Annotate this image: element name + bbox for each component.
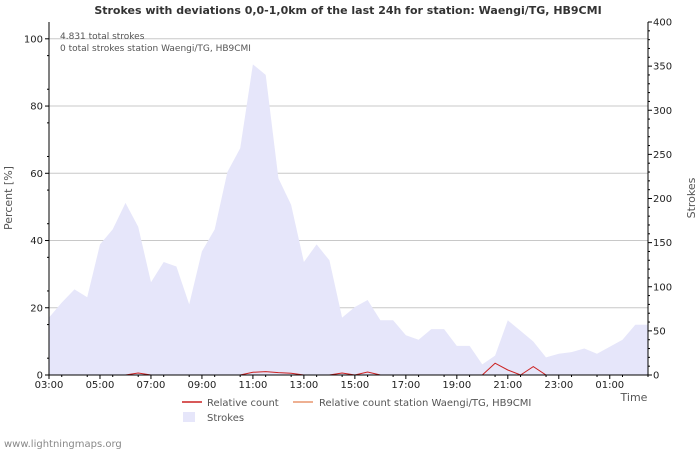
x-axis-label: Time: [620, 391, 648, 404]
x-tick-label-17:00: 17:00: [391, 380, 420, 391]
legend-strokes-label: Strokes: [207, 413, 244, 424]
left-tick-label-40: 40: [30, 236, 43, 247]
x-tick-label-03:00: 03:00: [35, 380, 64, 391]
x-tick-label-19:00: 19:00: [442, 380, 471, 391]
x-tick-label-11:00: 11:00: [239, 380, 268, 391]
x-tick-label-07:00: 07:00: [137, 380, 166, 391]
legend-relative-count-label: Relative count: [207, 398, 279, 409]
left-tick-label-80: 80: [30, 102, 43, 113]
x-tick-label-01:00: 01:00: [595, 380, 624, 391]
right-axis-ticks: 0 50 100 150 200 250 300 350 400: [648, 18, 672, 382]
right-tick-label-150: 150: [653, 238, 672, 249]
left-tick-label-60: 60: [30, 169, 43, 180]
right-tick-label-300: 300: [653, 106, 672, 117]
total-strokes-note: 4.831 total strokes: [60, 32, 145, 42]
x-tick-label-21:00: 21:00: [493, 380, 522, 391]
legend-strokes-swatch: [183, 412, 195, 422]
x-tick-label-15:00: 15:00: [340, 380, 369, 391]
right-tick-label-0: 0: [653, 371, 659, 382]
x-tick-label-05:00: 05:00: [86, 380, 115, 391]
gridlines: [49, 38, 648, 309]
left-axis-ticks: 0 20 40 60 80 100: [24, 34, 49, 382]
legend: Relative count Relative count station Wa…: [182, 398, 531, 424]
strokes-area-layer: [49, 64, 648, 376]
right-tick-label-100: 100: [653, 282, 672, 293]
left-tick-label-0: 0: [37, 371, 43, 382]
x-axis-ticks: 03:00 05:00 07:00 09:00 11:00 13:00 15:00 17:00…: [35, 375, 649, 391]
right-axis-label: Strokes: [685, 177, 698, 218]
right-tick-label-200: 200: [653, 194, 672, 205]
left-tick-label-20: 20: [30, 303, 43, 314]
right-tick-label-250: 250: [653, 150, 672, 161]
right-tick-label-50: 50: [653, 326, 666, 337]
strokes-area: [49, 64, 648, 376]
chart-title: Strokes with deviations 0,0-1,0km of the…: [94, 4, 601, 17]
x-tick-label-13:00: 13:00: [289, 380, 318, 391]
x-tick-label-09:00: 09:00: [188, 380, 217, 391]
right-tick-label-400: 400: [653, 18, 672, 29]
x-tick-label-23:00: 23:00: [544, 380, 573, 391]
legend-station-count-label: Relative count station Waengi/TG, HB9CMI: [319, 398, 531, 409]
footer-credit: www.lightningmaps.org: [4, 439, 122, 450]
left-tick-label-100: 100: [24, 34, 43, 45]
left-axis-label: Percent [%]: [2, 166, 15, 230]
right-tick-label-350: 350: [653, 62, 672, 73]
station-strokes-note: 0 total strokes station Waengi/TG, HB9CM…: [60, 44, 251, 54]
